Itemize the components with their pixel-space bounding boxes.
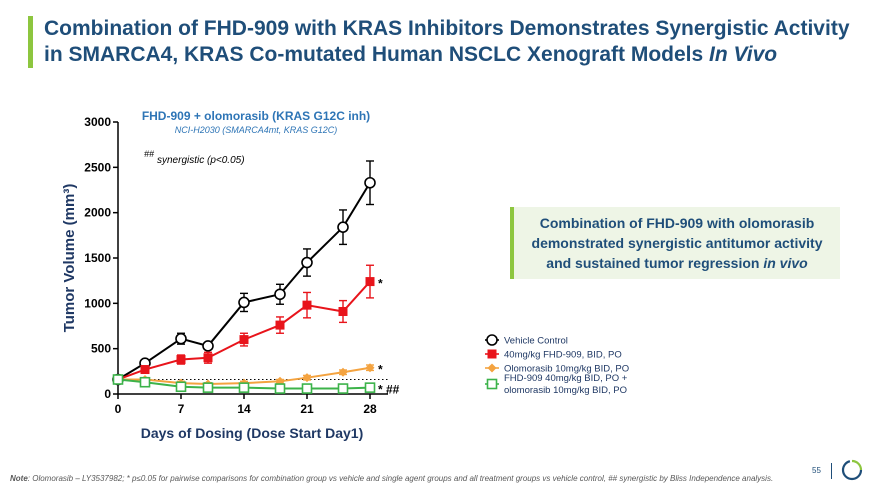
data-point-1 [203,353,213,363]
data-point-1 [302,300,312,310]
chart-title: FHD-909 + olomorasib (KRAS G12C inh) [142,109,370,123]
page-title-italic: In Vivo [709,43,778,66]
footnote-text: : Olomorasib – LY3537982; * p≤0.05 for p… [27,474,774,483]
conclusion-callout: Combination of FHD-909 with olomorasib d… [510,207,840,279]
page-title: Combination of FHD-909 with KRAS Inhibit… [44,16,864,68]
data-point-1 [338,306,348,316]
legend-label: Vehicle Control [504,336,568,347]
data-point-3 [112,374,124,385]
y-axis-label: Tumor Volume (mm³) [61,184,78,333]
significance-label: * [378,277,383,291]
y-tick-label: 500 [91,342,111,356]
data-point-3 [139,376,151,388]
series-line-0 [117,182,371,381]
page-title-main: Combination of FHD-909 with KRAS Inhibit… [44,17,850,66]
data-point-0 [364,176,376,189]
x-tick-label: 7 [178,402,185,416]
data-point-0 [238,296,250,309]
legend-label: Olomorasib 10mg/kg BID, PO [504,364,629,375]
footnote: Note: Olomorasib – LY3537982; * p≤0.05 f… [10,474,830,483]
y-tick-label: 2500 [84,160,111,174]
data-point-0 [175,332,187,345]
data-point-3 [301,383,313,394]
legend-marker [487,363,497,373]
data-point-2 [302,373,312,383]
data-point-1 [176,355,186,365]
legend-marker [487,349,497,359]
legend-label: FHD-909 40mg/kg BID, PO + [504,373,628,384]
annotation-text: synergistic (p<0.05) [157,155,245,166]
x-tick-label: 21 [300,402,314,416]
title-accent-bar [28,16,33,68]
data-point-2 [338,367,348,377]
data-point-0 [337,221,349,233]
page-number-divider [831,463,832,479]
data-point-3 [202,382,214,393]
company-logo-icon [841,459,863,481]
data-point-1 [239,335,249,345]
legend-label: olomorasib 10mg/kg BID, PO [504,385,627,396]
y-tick-label: 3000 [84,115,111,129]
data-point-3 [337,383,349,394]
legend-marker [486,378,498,390]
x-axis-label: Days of Dosing (Dose Start Day1) [141,425,364,441]
significance-label: * ## [378,383,400,397]
x-tick-label: 28 [363,402,377,416]
chart-subtitle: NCI-H2030 (SMARCA4mt, KRAS G12C) [175,125,338,135]
callout-italic-text: in vivo [763,255,808,271]
y-tick-label: 1500 [84,251,111,265]
page-number: 55 [812,466,821,475]
data-point-1 [140,365,150,375]
data-point-0 [274,288,286,301]
data-point-3 [364,382,376,393]
data-point-1 [365,277,375,287]
data-point-3 [175,381,187,393]
data-point-3 [274,383,286,394]
legend-marker [486,334,498,346]
x-tick-label: 0 [115,402,122,416]
callout-main-text: Combination of FHD-909 with olomorasib d… [531,215,823,271]
data-point-2 [365,363,375,373]
data-point-0 [301,256,313,269]
legend-label: 40mg/kg FHD-909, BID, PO [504,350,622,361]
y-tick-label: 0 [104,387,111,401]
data-point-0 [202,340,214,352]
data-point-3 [238,382,250,393]
y-tick-label: 2000 [84,206,111,220]
footnote-label: Note [10,474,28,483]
data-point-1 [275,320,285,330]
annotation-prefix: ## [144,149,155,159]
y-tick-label: 1000 [84,296,111,310]
x-tick-label: 14 [237,402,251,416]
significance-label: * [378,363,383,377]
